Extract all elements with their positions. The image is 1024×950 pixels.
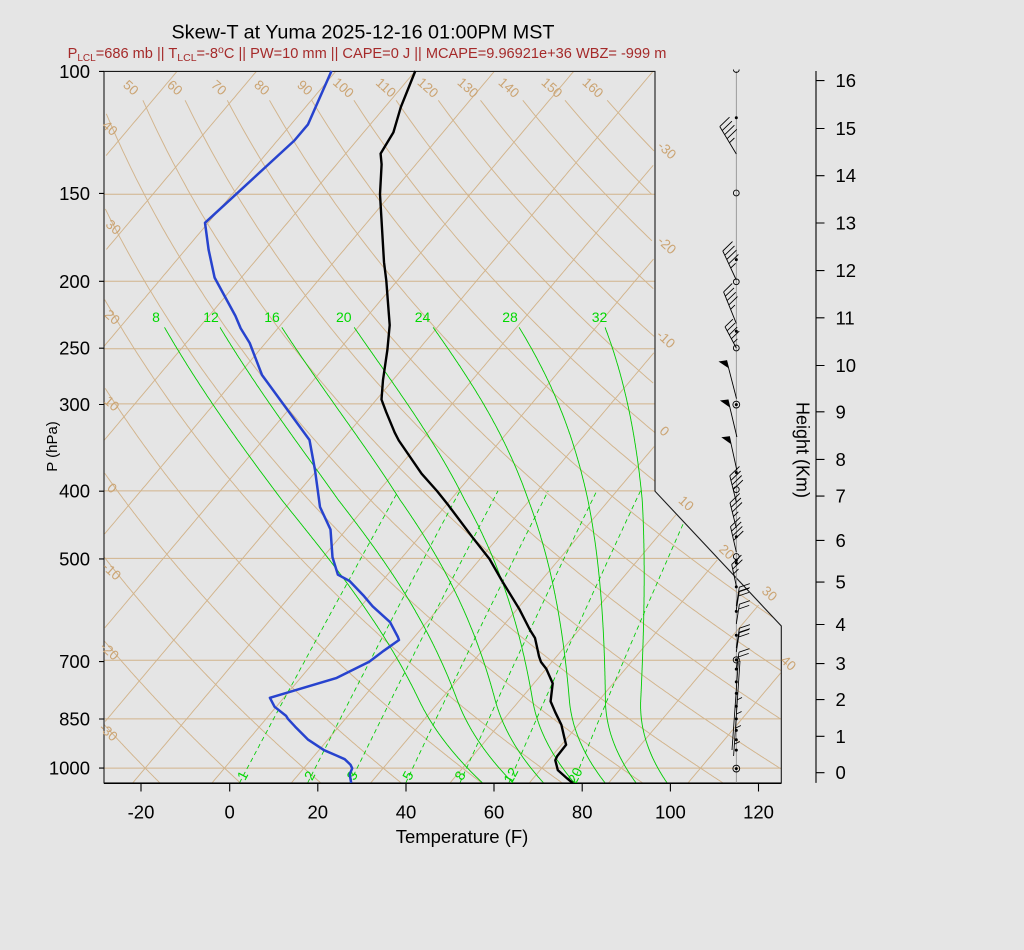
svg-text:850: 850 bbox=[59, 709, 90, 730]
svg-text:11: 11 bbox=[836, 307, 855, 328]
svg-text:-20: -20 bbox=[128, 802, 155, 823]
svg-text:300: 300 bbox=[59, 394, 90, 415]
svg-text:4: 4 bbox=[836, 614, 846, 635]
svg-text:10: 10 bbox=[836, 355, 857, 376]
svg-text:150: 150 bbox=[59, 183, 90, 204]
svg-text:50: 50 bbox=[120, 77, 141, 98]
svg-text:40: 40 bbox=[396, 802, 417, 823]
svg-text:PLCL=686 mb || TLCL=-8oC || PW: PLCL=686 mb || TLCL=-8oC || PW=10 mm || … bbox=[68, 44, 667, 64]
svg-text:14: 14 bbox=[836, 165, 857, 186]
svg-text:6: 6 bbox=[836, 530, 846, 551]
svg-text:5: 5 bbox=[836, 572, 846, 593]
svg-text:20: 20 bbox=[336, 309, 352, 325]
svg-text:700: 700 bbox=[59, 651, 90, 672]
svg-text:20: 20 bbox=[102, 307, 123, 328]
svg-text:3: 3 bbox=[836, 653, 846, 674]
svg-text:0: 0 bbox=[225, 802, 235, 823]
svg-text:40: 40 bbox=[99, 118, 120, 139]
svg-text:20: 20 bbox=[308, 802, 329, 823]
svg-text:7: 7 bbox=[836, 486, 846, 507]
svg-text:24: 24 bbox=[415, 309, 431, 325]
svg-text:10: 10 bbox=[676, 493, 697, 514]
svg-text:32: 32 bbox=[592, 309, 608, 325]
svg-text:60: 60 bbox=[164, 77, 185, 98]
svg-text:250: 250 bbox=[59, 338, 90, 359]
svg-text:28: 28 bbox=[502, 309, 518, 325]
svg-text:Temperature (F): Temperature (F) bbox=[396, 826, 529, 847]
svg-text:16: 16 bbox=[836, 70, 857, 91]
svg-text:90: 90 bbox=[294, 77, 315, 98]
svg-text:200: 200 bbox=[59, 271, 90, 292]
svg-text:16: 16 bbox=[264, 309, 280, 325]
svg-text:100: 100 bbox=[59, 61, 90, 82]
svg-text:500: 500 bbox=[59, 548, 90, 569]
svg-text:2: 2 bbox=[836, 689, 846, 710]
svg-text:13: 13 bbox=[836, 213, 857, 234]
svg-text:15: 15 bbox=[836, 118, 857, 139]
svg-text:P (hPa): P (hPa) bbox=[44, 421, 61, 472]
svg-text:20: 20 bbox=[716, 541, 737, 562]
svg-text:Skew-T at Yuma 2025-12-16 01:0: Skew-T at Yuma 2025-12-16 01:00PM MST bbox=[171, 22, 554, 44]
svg-text:8: 8 bbox=[836, 449, 846, 470]
svg-text:1000: 1000 bbox=[49, 758, 90, 779]
svg-text:12: 12 bbox=[500, 765, 522, 786]
svg-text:30: 30 bbox=[759, 583, 780, 604]
svg-text:70: 70 bbox=[208, 77, 229, 98]
svg-text:1: 1 bbox=[836, 726, 846, 747]
svg-text:12: 12 bbox=[203, 309, 219, 325]
svg-text:0: 0 bbox=[836, 762, 846, 783]
svg-text:100: 100 bbox=[655, 802, 686, 823]
svg-text:12: 12 bbox=[836, 260, 857, 281]
svg-text:30: 30 bbox=[103, 217, 124, 238]
svg-text:80: 80 bbox=[572, 802, 593, 823]
svg-text:Height (Km): Height (Km) bbox=[793, 402, 813, 498]
svg-text:120: 120 bbox=[743, 802, 774, 823]
svg-text:60: 60 bbox=[484, 802, 505, 823]
svg-text:400: 400 bbox=[59, 481, 90, 502]
svg-text:40: 40 bbox=[778, 653, 799, 674]
svg-text:9: 9 bbox=[836, 401, 846, 422]
svg-text:10: 10 bbox=[101, 393, 122, 414]
svg-text:8: 8 bbox=[152, 309, 160, 325]
svg-text:80: 80 bbox=[251, 77, 272, 98]
